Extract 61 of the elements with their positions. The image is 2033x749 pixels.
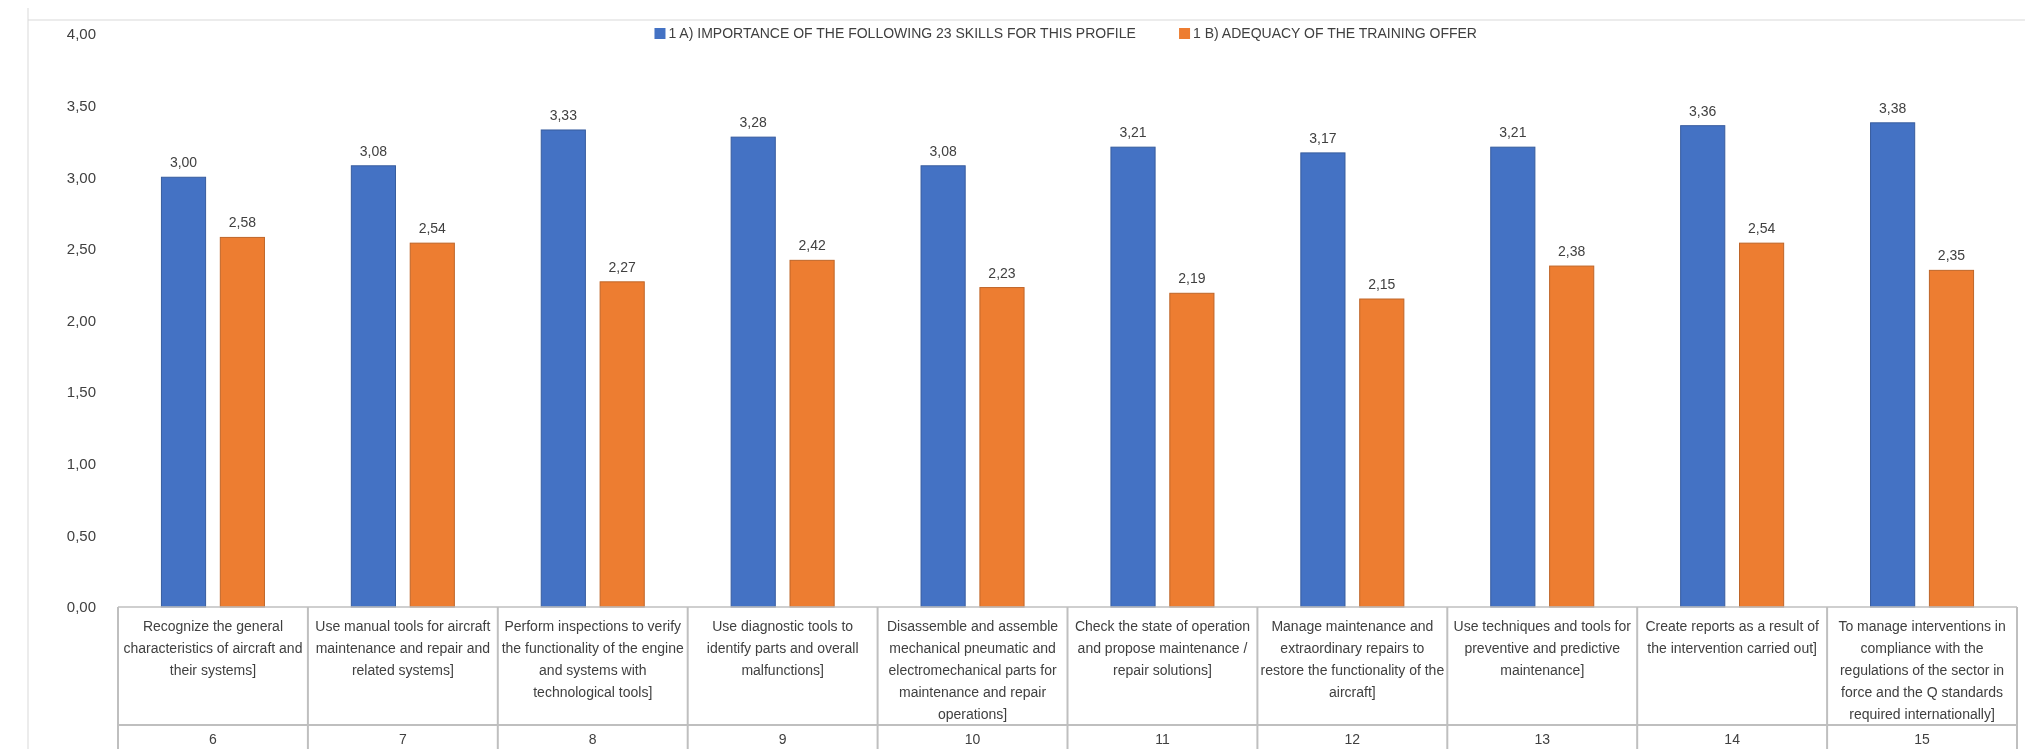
- data-label: 2,54: [1747, 220, 1776, 237]
- x-tick-label: Disassemble and assemble mechanical pneumatic and electromechanical parts for maintenance and repair operations] 10: [886, 618, 1059, 747]
- bar: [789, 259, 835, 608]
- data-label: 2,19: [1178, 270, 1206, 287]
- data-label: 3,08: [929, 142, 957, 159]
- data-label: 3,38: [1878, 99, 1907, 116]
- bar: [730, 136, 776, 608]
- bar: [160, 176, 207, 608]
- bar: [219, 236, 265, 608]
- bar: [1870, 122, 1916, 608]
- y-tick-label: 3,50: [66, 96, 96, 114]
- bar: [1110, 146, 1156, 608]
- bar: [1169, 292, 1215, 608]
- bar: [920, 165, 966, 608]
- data-label: 3,21: [1499, 124, 1527, 141]
- x-tick-label: To manage interventions in compliance with the regulations of the sector in force and the Q standards required internationally] 15: [1838, 618, 2006, 747]
- bar: [599, 281, 645, 608]
- bar: [1739, 242, 1785, 608]
- data-label: 3,36: [1689, 102, 1717, 119]
- data-label: 2,38: [1558, 243, 1586, 260]
- category-label: Create reports as a result of the intervention carried out] 14: [1645, 618, 1819, 747]
- category-label: Use techniques and tools for preventive and predictive maintenance] 13: [1453, 618, 1631, 747]
- data-label: 2,27: [608, 258, 637, 275]
- category-label: Check the state of operation and propose maintenance / repair solutions] 11: [1074, 618, 1250, 747]
- category-label: Recognize the general characteristics of aircraft and their systems] 6: [123, 618, 303, 747]
- data-label: 3,17: [1309, 129, 1337, 146]
- y-tick-label: 0,00: [66, 598, 96, 616]
- data-label: 3,33: [549, 106, 578, 123]
- bar: [1359, 298, 1405, 608]
- y-tick-label: 4,00: [66, 25, 96, 43]
- bar: [350, 165, 396, 608]
- bar: [409, 242, 455, 608]
- category-label: Use manual tools for aircraft maintenance and repair and related systems] 7: [315, 618, 491, 747]
- data-label: 3,28: [739, 114, 768, 131]
- data-label: 3,08: [359, 142, 388, 159]
- category-label: Use diagnostic tools to identify parts and overall malfunctions] 9: [706, 618, 859, 747]
- y-tick-label: 3,00: [66, 168, 96, 186]
- data-label: 2,42: [798, 237, 826, 254]
- bar: [540, 129, 586, 608]
- data-label: 2,58: [228, 214, 257, 231]
- legend-label: 1 A) IMPORTANCE OF THE FOLLOWING 23 SKILLS FOR THIS PROFILE: [668, 25, 1136, 41]
- bar: [1680, 125, 1726, 608]
- category-label: Manage maintenance and extraordinary repairs to restore the functionality of the aircraft] 12: [1260, 618, 1445, 747]
- y-tick-label: 1,00: [66, 455, 96, 472]
- legend-label: 1 B) ADEQUACY OF THE TRAINING OFFER: [1193, 25, 1477, 41]
- data-label: 2,23: [988, 264, 1016, 281]
- y-tick-label: 1,50: [66, 383, 96, 401]
- bar: [1300, 152, 1346, 608]
- category-label: Perform inspections to verify the functionality of the engine and systems with technological tools] 8: [501, 618, 684, 747]
- data-label: 3,00: [169, 154, 198, 171]
- bar: [1490, 146, 1536, 608]
- data-label: 2,54: [418, 220, 447, 237]
- data-label: 3,21: [1119, 124, 1147, 141]
- data-label: 2,15: [1368, 276, 1396, 293]
- y-tick-label: 2,50: [66, 240, 96, 258]
- bar: [979, 287, 1025, 608]
- y-tick-label: 2,00: [66, 311, 96, 329]
- bar: [1549, 265, 1595, 608]
- bar: [1928, 269, 1975, 608]
- y-tick-label: 0,50: [66, 526, 96, 544]
- data-label: 2,35: [1937, 247, 1966, 264]
